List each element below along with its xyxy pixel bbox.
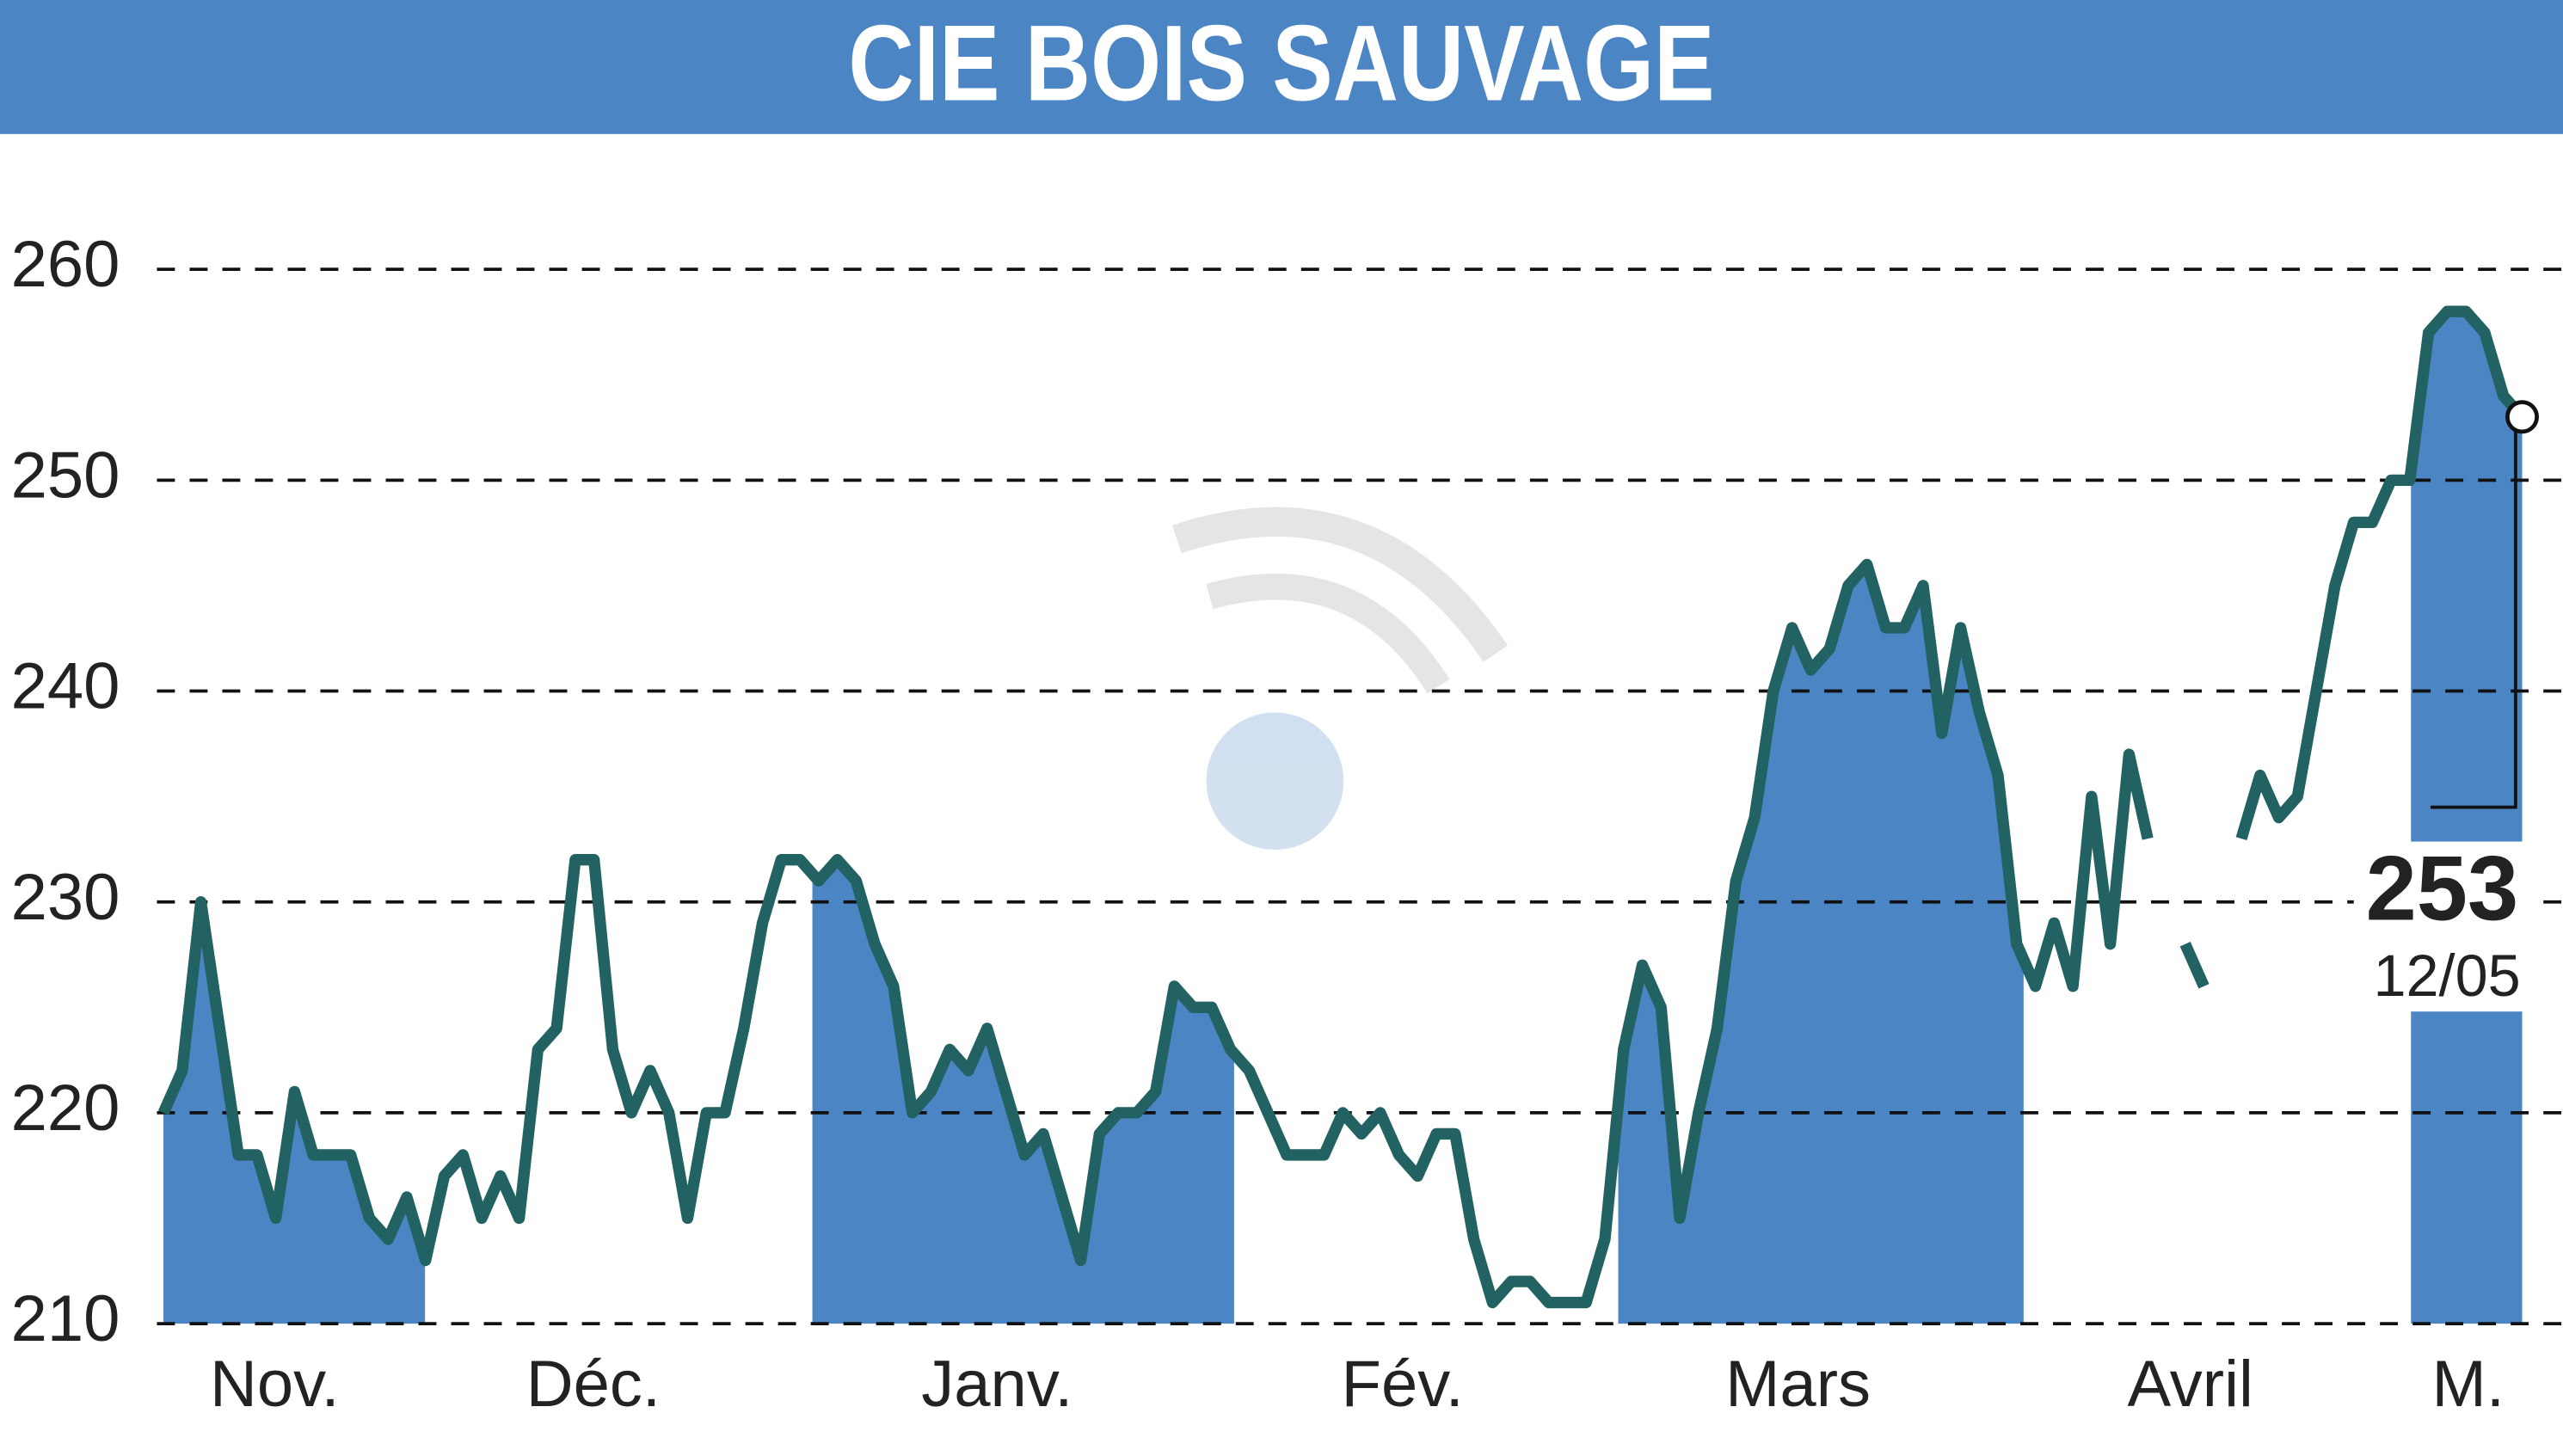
y-tick-label: 260 — [11, 228, 120, 301]
area — [2185, 943, 2204, 1324]
line — [2179, 942, 2210, 989]
x-tick-label: M. — [2432, 1348, 2505, 1421]
line — [2235, 305, 2527, 841]
y-tick-label: 240 — [11, 650, 120, 723]
x-tick-label: Janv. — [921, 1348, 1073, 1421]
y-tick-label: 250 — [11, 439, 120, 512]
x-tick-label: Avril — [2127, 1348, 2253, 1421]
y-tick-label: 230 — [11, 861, 120, 934]
last-date-label: 12/05 — [2373, 943, 2520, 1009]
last-value-label: 253 — [2366, 837, 2519, 939]
x-tick-label: Déc. — [526, 1348, 661, 1421]
x-tick-label: Nov. — [210, 1348, 340, 1421]
area — [163, 564, 2148, 1324]
title-bar — [0, 0, 2563, 134]
label-backdrop — [2353, 841, 2534, 1012]
chart-title: CIE BOIS SAUVAGE — [848, 3, 1714, 124]
watermark — [1171, 507, 1509, 851]
line — [157, 558, 2154, 1309]
y-tick-label: 220 — [11, 1072, 120, 1145]
callout-line — [2431, 416, 2517, 809]
x-tick-label: Mars — [1725, 1348, 1871, 1421]
y-tick-label: 210 — [11, 1282, 120, 1355]
last-point — [2505, 400, 2539, 434]
x-tick-label: Fév. — [1342, 1348, 1464, 1421]
